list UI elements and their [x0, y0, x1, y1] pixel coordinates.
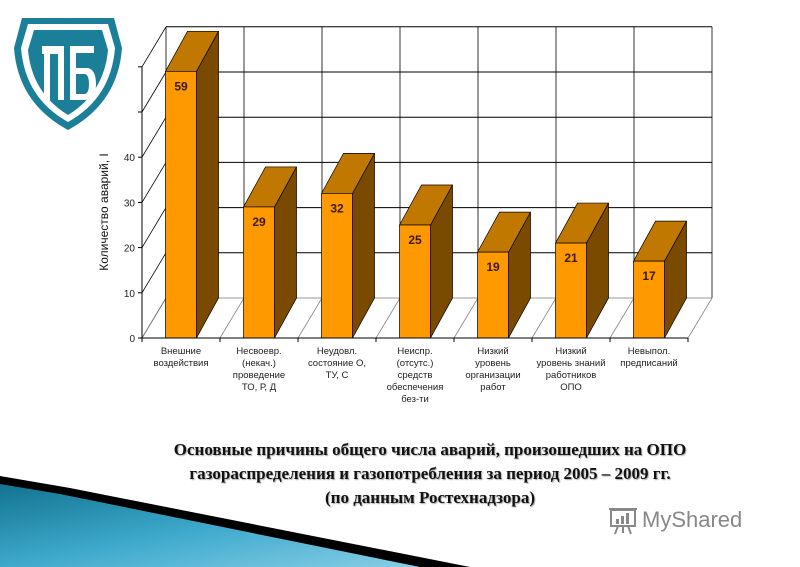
bar-front	[321, 193, 353, 339]
data-label: 59	[174, 79, 188, 93]
y-axis-label: Количество аварий, I	[97, 153, 111, 271]
floor-line	[453, 297, 479, 339]
side-wall-gridline	[141, 71, 167, 113]
x-category-label: Низкий уровень организации работ	[465, 346, 521, 393]
x-category-label: Внешние воздействия	[153, 346, 209, 369]
floor-line	[297, 297, 323, 339]
floor-line	[219, 297, 245, 339]
bar-front	[165, 70, 197, 339]
side-wall-gridline	[141, 26, 167, 68]
bar-front	[633, 260, 665, 339]
y-tick-label: 20	[124, 244, 136, 255]
floor-line	[687, 297, 713, 339]
floor-line	[375, 297, 401, 339]
data-label: 17	[642, 269, 656, 283]
y-tick-label: 30	[124, 198, 136, 209]
data-label: 29	[252, 215, 266, 229]
side-wall-gridline	[141, 207, 167, 248]
floor-line	[531, 297, 557, 339]
x-category-label: Низкий уровень знаний работников ОПО	[536, 346, 606, 393]
watermark-text: MyShared	[642, 507, 743, 532]
bar-side	[196, 31, 219, 339]
data-label: 25	[408, 233, 422, 247]
side-wall-gridline	[141, 162, 167, 203]
caption-line-3: (по данным Ростехнадзора)	[324, 488, 535, 507]
side-wall-gridline	[141, 116, 167, 158]
caption-line-2: газораспределения и газопотребления за п…	[189, 464, 671, 483]
watermark: MyShared	[608, 505, 742, 535]
caption-line-1: Основные причины общего числа аварий, пр…	[173, 440, 687, 459]
side-wall-gridline	[141, 252, 167, 294]
data-label: 21	[564, 251, 578, 265]
bar: 17	[632, 220, 688, 339]
bar: 21	[554, 202, 610, 339]
data-label: 19	[486, 260, 500, 274]
bar: 19	[476, 211, 532, 339]
bar: 32	[320, 153, 376, 339]
floor-line	[609, 297, 635, 339]
data-label: 32	[330, 201, 344, 215]
x-category-label: Неиспр. (отсутс.) средств обеспечения бе…	[386, 346, 444, 405]
y-tick-label: 10	[124, 289, 136, 300]
chart-caption: Основные причины общего числа аварий, пр…	[0, 438, 800, 510]
y-tick-label: 0	[129, 334, 135, 345]
x-category-label: Несвоевр. (некач.) проведение ТО, Р, Д	[232, 346, 286, 393]
bar-front	[399, 224, 431, 339]
floor-line	[141, 297, 167, 339]
y-tick-label: 40	[124, 153, 136, 164]
bar: 59	[164, 30, 220, 339]
x-category-label: Невыпол. предписаний	[620, 346, 678, 369]
x-category-label: Неудовл. состояние О, ТУ, С	[307, 346, 367, 381]
logo	[14, 18, 122, 130]
bar: 29	[242, 166, 298, 339]
black-stripe	[0, 476, 470, 567]
bar: 25	[398, 184, 454, 339]
presentation-board-icon	[609, 508, 637, 535]
